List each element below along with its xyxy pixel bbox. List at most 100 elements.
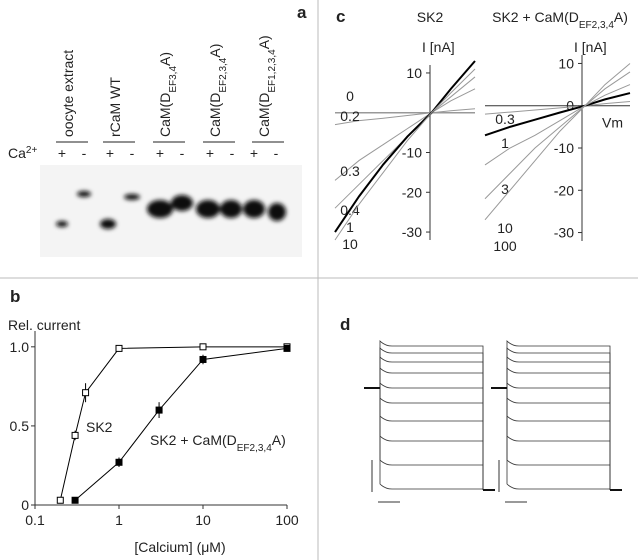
ca-sign: + [156, 145, 164, 161]
lane-label-part: rCaM WT [107, 77, 123, 137]
series-label-sub: EF2,3,4 [237, 443, 272, 454]
x-axis-label: [Calcium] (μM) [134, 539, 225, 555]
series-label: 3 [501, 181, 509, 197]
iv-curve [484, 92, 631, 137]
curve [59, 346, 287, 501]
trace [506, 356, 611, 490]
series-label: 10 [497, 220, 513, 236]
trace [506, 382, 611, 490]
lane-label: oocyte extract [60, 50, 76, 137]
series-label-part: SK2 [86, 419, 113, 435]
x-tick-label: 100 [275, 512, 299, 528]
ca-label: Ca2+ [8, 145, 37, 162]
y-tick-label: -30 [554, 225, 574, 241]
point [199, 355, 207, 363]
lane-label-sub: EF1,2,3,4 [267, 49, 278, 93]
ca-sign: + [250, 145, 258, 161]
y-tick-label: -10 [402, 145, 422, 161]
point [71, 431, 79, 439]
lane-label-part: CaM(D [256, 93, 272, 137]
point [155, 406, 163, 414]
chart-title: SK2 [417, 9, 444, 25]
series-label: 0.3 [495, 111, 515, 127]
chart-title-sub: EF2,3,4 [579, 20, 614, 31]
y-tick-label: 10 [406, 65, 422, 81]
lane-label-part: A) [256, 35, 272, 49]
iv-curve [484, 63, 631, 221]
iv-curve [484, 101, 631, 115]
panel-label: b [10, 287, 20, 306]
iv-curve [334, 68, 476, 241]
point [115, 458, 123, 466]
trace [379, 382, 484, 490]
lane-label: CaM(DEF3,4A) [157, 52, 179, 137]
series-label: 100 [493, 238, 517, 254]
lane-label-part: CaM(D [207, 93, 223, 137]
trace [506, 367, 611, 490]
chart-title: SK2 + CaM(DEF2,3,4A) [492, 9, 628, 31]
y-axis-label: I [nA] [422, 39, 455, 55]
ca-sign: + [106, 145, 114, 161]
lane-label-part: A) [157, 52, 173, 66]
point [82, 389, 90, 397]
content: oocyte extract rCaM WT CaM(DEF3,4A)CaM(DEF… [8, 9, 631, 555]
y-tick-label: -20 [554, 182, 574, 198]
y-axis-label: Rel. current [8, 317, 80, 333]
ca-sup: 2+ [26, 145, 38, 156]
series-label-part: SK2 + CaM(D [150, 432, 237, 448]
series-label: 0.3 [340, 163, 360, 179]
x-tick-label: 0.1 [25, 512, 45, 528]
panel-label: d [340, 315, 350, 334]
x-axis-label: Vm [602, 115, 623, 131]
ca-text: Ca [8, 145, 26, 161]
ca-sign: - [180, 145, 185, 161]
lane-label-sub: EF2,3,4 [218, 57, 229, 92]
iv-curve [484, 71, 631, 200]
lane-label-part: CaM(D [157, 93, 173, 137]
series-label: 0.2 [340, 108, 360, 124]
series-label: SK2 [86, 419, 113, 435]
y-tick-label: -30 [402, 224, 422, 240]
y-tick-label: -10 [554, 140, 574, 156]
lane-label: rCaM WT [107, 77, 123, 137]
y-tick-label: 0 [21, 497, 29, 513]
point [56, 496, 64, 504]
iv-curve [484, 84, 631, 166]
ca-sign: - [230, 145, 235, 161]
ca-sign: - [274, 145, 279, 161]
iv-curve [334, 88, 476, 181]
lane-label: CaM(DEF1,2,3,4A) [256, 35, 278, 137]
series-label: 1 [501, 135, 509, 151]
trace [506, 340, 611, 490]
trace [506, 388, 611, 490]
series-label: 0 [346, 88, 354, 104]
panel-label: c [336, 7, 345, 26]
panel-label: a [297, 3, 307, 22]
y-tick-label: -20 [402, 184, 422, 200]
ca-sign: + [58, 145, 66, 161]
y-axis-label: I [nA] [574, 39, 607, 55]
series-label: 1 [346, 219, 354, 235]
chart-title-part: SK2 [417, 9, 444, 25]
trace [506, 347, 611, 490]
y-tick-label: 10 [558, 55, 574, 71]
trace [379, 356, 484, 490]
ca-sign: - [130, 145, 135, 161]
iv-curve [334, 60, 476, 233]
trace [379, 367, 484, 490]
ca-sign: + [206, 145, 214, 161]
trace [379, 347, 484, 490]
series-label-part: A) [272, 432, 286, 448]
lane-label-part: A) [207, 44, 223, 58]
y-tick-label: 0.5 [10, 418, 30, 434]
ca-sign: - [82, 145, 87, 161]
chart-title-part: SK2 + CaM(D [492, 9, 579, 25]
x-tick-label: 1 [115, 512, 123, 528]
trace [379, 388, 484, 490]
x-tick-label: 10 [195, 512, 211, 528]
point [283, 344, 291, 352]
point [199, 343, 207, 351]
trace [379, 340, 484, 490]
point [115, 344, 123, 352]
